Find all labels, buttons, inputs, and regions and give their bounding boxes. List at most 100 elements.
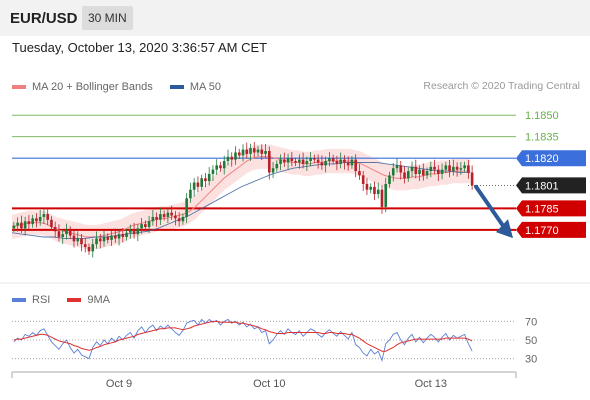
legend-rsi-label: RSI <box>32 294 51 306</box>
symbol-title: EUR/USD <box>10 10 78 27</box>
candle-body <box>249 148 252 154</box>
candle-body <box>234 152 237 160</box>
candle-body <box>328 158 331 162</box>
candle-body <box>433 166 436 170</box>
candle-body <box>275 163 279 169</box>
legend-ma50: MA 50 <box>169 81 221 93</box>
candle-body <box>136 228 140 235</box>
candle-body <box>467 165 470 173</box>
x-tick-label: Oct 9 <box>106 378 132 390</box>
candle-body <box>264 151 267 154</box>
candle-body <box>369 186 373 190</box>
candle-body <box>151 216 155 222</box>
candle-body <box>80 238 83 245</box>
candle-body <box>361 175 365 184</box>
candle-body <box>12 225 16 229</box>
legend-ma20-label: MA 20 + Bollinger Bands <box>32 81 153 93</box>
forecast-arrow-icon <box>496 219 513 239</box>
candle-body <box>470 172 474 186</box>
candle-body <box>316 159 320 163</box>
rsi-level-label: 50 <box>525 335 537 347</box>
candle-body <box>68 229 72 236</box>
level-label: 1.1850 <box>525 110 559 122</box>
legend-9ma: 9MA <box>67 294 110 306</box>
candle-body <box>241 149 245 156</box>
candle-body <box>222 161 226 169</box>
candle-body <box>102 237 106 242</box>
level-label: 1.1820 <box>525 153 559 165</box>
candle-body <box>200 178 203 187</box>
candle-body <box>215 165 219 170</box>
candle-body <box>320 162 324 166</box>
x-tick-label: Oct 13 <box>415 378 447 390</box>
candle-body <box>414 166 418 174</box>
candle-body <box>271 168 275 173</box>
candle-body <box>331 158 335 162</box>
ma20-swatch-icon <box>12 85 26 89</box>
candle-body <box>35 218 38 222</box>
candle-body <box>406 171 410 179</box>
candle-body <box>91 244 95 252</box>
candle-body <box>294 161 297 163</box>
candle-body <box>350 159 354 166</box>
candle-body <box>162 214 166 217</box>
candle-body <box>192 182 196 190</box>
candle-body <box>260 149 264 154</box>
candle-body <box>42 214 46 217</box>
candle-body <box>429 166 433 172</box>
candle-body <box>46 214 49 220</box>
candle-body <box>181 216 185 222</box>
timeframe-button[interactable]: 30 MIN <box>82 6 133 30</box>
candle-body <box>245 149 249 154</box>
candle-body <box>305 161 309 164</box>
candle-body <box>252 148 256 153</box>
candle-body <box>53 226 57 232</box>
candle-body <box>448 165 451 172</box>
rsi-line <box>13 318 473 363</box>
candle-body <box>83 244 87 248</box>
legend-rsi: RSI <box>12 294 50 306</box>
candle-body <box>463 165 466 169</box>
level-label: 1.1770 <box>525 225 559 237</box>
candle-body <box>219 165 222 169</box>
candle-body <box>121 234 125 238</box>
candle-body <box>301 159 305 164</box>
candle-body <box>31 218 34 225</box>
candle-body <box>279 159 282 164</box>
candle-body <box>256 149 260 153</box>
candle-body <box>444 165 448 170</box>
candle-body <box>384 183 388 207</box>
candle-body <box>38 216 42 222</box>
candle-body <box>346 162 350 166</box>
rsi-legend: RSI 9MA <box>12 293 124 306</box>
candle-body <box>286 158 290 163</box>
candle-body <box>177 218 181 222</box>
candle-body <box>87 247 91 252</box>
candle-body <box>380 189 384 207</box>
candle-body <box>395 165 399 169</box>
candle-body <box>20 222 23 229</box>
candle-body <box>147 221 151 227</box>
candle-body <box>455 166 459 170</box>
candle-body <box>226 156 230 162</box>
candle-body <box>95 238 98 245</box>
candle-body <box>452 166 455 172</box>
pivot-tag <box>516 150 586 167</box>
candle-body <box>65 229 68 235</box>
candle-body <box>98 238 102 242</box>
forecast-arrow-shaft <box>474 184 506 230</box>
rsi-level-label: 70 <box>525 316 537 328</box>
level-label: 1.1785 <box>525 203 559 215</box>
candle-body <box>110 235 113 240</box>
candle-body <box>50 219 53 227</box>
candle-body <box>391 168 395 176</box>
candle-body <box>376 189 380 195</box>
candle-body <box>440 169 444 174</box>
support-tag <box>516 200 586 217</box>
support-tag <box>516 221 586 238</box>
candle-body <box>159 214 162 220</box>
candle-body <box>61 234 65 238</box>
candle-body <box>290 158 294 162</box>
candle-body <box>196 182 200 187</box>
